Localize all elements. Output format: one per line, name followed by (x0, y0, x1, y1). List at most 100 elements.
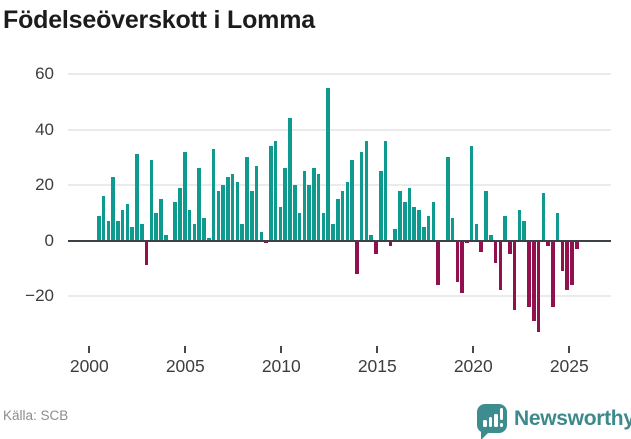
bar-2014-Q1 (359, 151, 364, 241)
bar-2001-Q2 (116, 221, 120, 241)
bar-2018-Q3 (445, 157, 450, 241)
bar-2007-Q1 (226, 176, 230, 241)
bar-2003-Q2 (154, 212, 158, 241)
y-tick-label--20: −20 (25, 286, 54, 305)
bar-2006-Q3 (216, 190, 221, 241)
bar-2013-Q2 (345, 182, 350, 241)
bar-2017-Q1 (417, 209, 421, 241)
logo-exclamation-bar (499, 408, 504, 420)
bar-2008-Q2 (249, 190, 254, 241)
chart-title: Födelseöverskott i Lomma (3, 6, 315, 34)
logo-chart-bar-2 (488, 417, 493, 427)
x-tick-2000 (88, 346, 91, 353)
zero-axis-line (68, 239, 611, 242)
x-tick-2005 (184, 346, 187, 353)
x-axis: 2000 2005 2010 2015 2020 2025 (68, 346, 611, 378)
bar-2011-Q2 (307, 185, 311, 241)
bar-2000-Q3 (101, 196, 106, 241)
bar-2014-Q2 (364, 140, 369, 241)
bar-2021-Q4 (508, 240, 512, 255)
newsworthy-wordmark: Newsworthy (514, 407, 631, 430)
bar-2002-Q3 (140, 223, 144, 241)
bar-2010-Q4 (297, 212, 302, 241)
bar-2007-Q3 (235, 182, 240, 241)
newsworthy-bubble-tail (481, 431, 490, 439)
bar-2005-Q4 (202, 218, 206, 241)
x-tick-label-2025: 2025 (549, 356, 589, 376)
bar-2023-Q1 (531, 240, 536, 321)
bar-2015-Q1 (379, 171, 383, 241)
bar-2004-Q3 (178, 187, 182, 241)
bar-2020-Q1 (474, 223, 479, 241)
bar-2014-Q3 (369, 234, 374, 241)
bar-2023-Q3 (541, 193, 546, 241)
bar-2022-Q4 (527, 240, 531, 308)
x-tick-2015 (376, 346, 379, 353)
bar-2012-Q3 (331, 223, 335, 241)
bar-2009-Q3 (273, 140, 278, 241)
bar-2020-Q2 (479, 240, 483, 252)
bar-2023-Q4 (546, 240, 550, 247)
x-tick-2025 (568, 346, 571, 353)
bar-2023-Q2 (536, 240, 541, 333)
bar-2006-Q2 (211, 148, 216, 241)
bar-2020-Q3 (484, 190, 488, 241)
x-tick-label-2000: 2000 (69, 356, 109, 376)
bar-2021-Q3 (503, 215, 507, 241)
y-tick-label-60: 60 (35, 64, 54, 83)
bar-2022-Q1 (512, 240, 517, 310)
bar-2002-Q4 (144, 240, 149, 266)
bar-2006-Q1 (206, 237, 211, 241)
bar-2011-Q4 (316, 173, 321, 241)
bar-2003-Q3 (159, 198, 163, 241)
plot-area (68, 62, 611, 352)
bar-2008-Q4 (259, 232, 264, 241)
bar-2013-Q4 (355, 240, 359, 274)
bar-2003-Q1 (149, 160, 154, 241)
x-tick-2010 (280, 346, 283, 353)
bar-2017-Q2 (422, 226, 426, 241)
bar-2015-Q4 (393, 229, 397, 241)
bar-2013-Q3 (350, 160, 354, 241)
newsworthy-logo[interactable]: Newsworthy (477, 402, 631, 439)
bar-2001-Q1 (111, 176, 115, 241)
bar-2006-Q4 (221, 185, 225, 241)
bar-2024-Q2 (555, 212, 560, 241)
logo-chart-bar-3 (494, 414, 498, 427)
bar-2016-Q4 (412, 207, 417, 241)
bar-2004-Q4 (183, 151, 187, 241)
bar-2010-Q1 (283, 168, 287, 241)
bar-2005-Q3 (197, 168, 201, 241)
bar-2000-Q4 (106, 221, 111, 241)
gridline--20 (68, 295, 611, 297)
bar-2015-Q3 (388, 240, 393, 247)
bar-2007-Q4 (240, 223, 244, 241)
bar-2019-Q2 (460, 240, 464, 294)
bar-2014-Q4 (374, 240, 378, 255)
bar-2019-Q4 (469, 146, 474, 241)
bar-2015-Q2 (383, 140, 388, 241)
bar-2020-Q4 (488, 234, 493, 241)
bar-2012-Q4 (336, 198, 340, 241)
logo-chart-bar-1 (483, 420, 487, 427)
y-tick-label-0: 0 (44, 230, 54, 250)
bar-2012-Q2 (326, 87, 331, 241)
bar-2001-Q3 (120, 209, 125, 241)
bar-2000-Q2 (97, 215, 101, 241)
bar-2018-Q1 (436, 240, 440, 285)
gridline-60 (68, 73, 611, 75)
bar-2010-Q3 (292, 185, 297, 241)
bar-2019-Q1 (455, 240, 460, 283)
bar-2003-Q4 (163, 234, 168, 241)
bar-2025-Q1 (570, 240, 574, 285)
bar-2010-Q2 (288, 118, 292, 241)
bar-2024-Q1 (551, 240, 555, 308)
x-tick-2020 (472, 346, 475, 353)
newsworthy-bubble-icon (477, 404, 507, 433)
bar-2005-Q2 (192, 223, 197, 241)
x-tick-label-2020: 2020 (453, 356, 493, 376)
bar-2013-Q1 (340, 190, 345, 241)
bar-2004-Q2 (173, 201, 178, 241)
y-axis-labels: 60 40 20 0 −20 (0, 62, 54, 352)
